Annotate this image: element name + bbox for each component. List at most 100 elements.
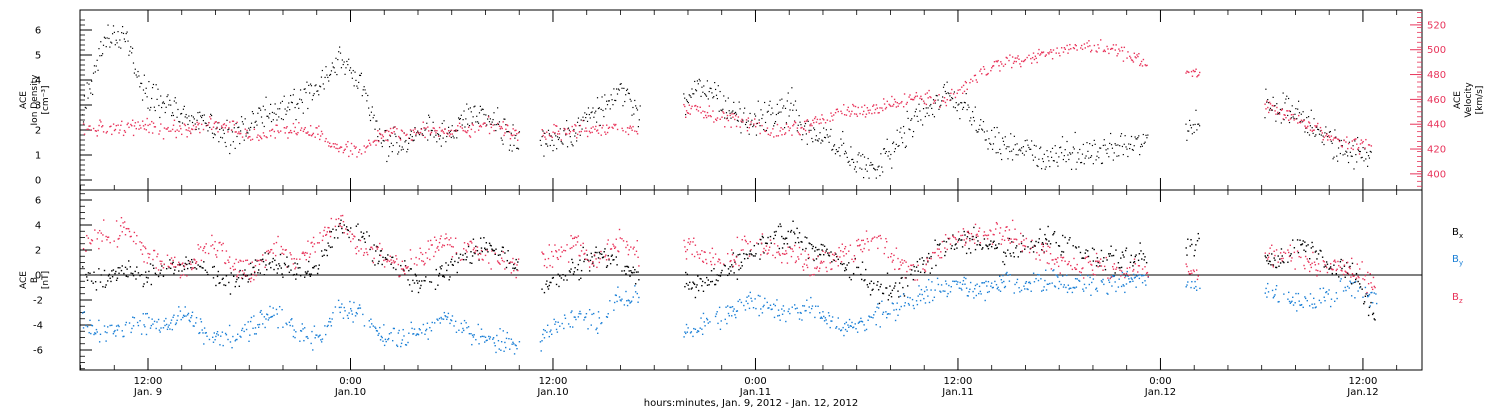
- By-point: [209, 339, 210, 340]
- velocity-point: [100, 121, 101, 122]
- By-point: [687, 331, 688, 332]
- By-point: [775, 305, 776, 306]
- By-point: [160, 331, 161, 332]
- By-point: [111, 325, 112, 326]
- density-point: [888, 151, 889, 152]
- Bx-point: [794, 233, 795, 234]
- Bz-point: [853, 261, 854, 262]
- velocity-point: [851, 111, 852, 112]
- Bx-point: [457, 262, 458, 263]
- velocity-point: [1137, 56, 1138, 57]
- Bx-point: [411, 268, 412, 269]
- By-point: [1060, 284, 1061, 285]
- velocity-point: [1360, 143, 1361, 144]
- velocity-point: [290, 130, 291, 131]
- velocity-point: [1320, 127, 1321, 128]
- velocity-point: [1270, 103, 1271, 104]
- velocity-point: [882, 110, 883, 111]
- density-point: [89, 88, 90, 89]
- Bz-point: [261, 260, 262, 261]
- By-point: [687, 327, 688, 328]
- Bz-point: [324, 227, 325, 228]
- density-point: [260, 110, 261, 111]
- velocity-point: [873, 104, 874, 105]
- velocity-point: [1058, 53, 1059, 54]
- Bx-point: [387, 254, 388, 255]
- Bz-point: [322, 240, 323, 241]
- Bz-point: [440, 235, 441, 236]
- velocity-point: [1304, 125, 1305, 126]
- velocity-point: [1048, 53, 1049, 54]
- Bz-point: [768, 249, 769, 250]
- Bz-point: [878, 236, 879, 237]
- By-point: [350, 308, 351, 309]
- By-point: [1065, 287, 1066, 288]
- density-point: [117, 31, 118, 32]
- velocity-point: [127, 123, 128, 124]
- Bx-point: [1097, 257, 1098, 258]
- Bz-point: [442, 244, 443, 245]
- density-point: [117, 42, 118, 43]
- Bx-point: [696, 286, 697, 287]
- velocity-point: [1014, 61, 1015, 62]
- Bx-point: [381, 250, 382, 251]
- density-point: [426, 123, 427, 124]
- By-point: [493, 337, 494, 338]
- density-point: [1294, 114, 1295, 115]
- density-point: [279, 108, 280, 109]
- Bx-point: [848, 262, 849, 263]
- velocity-point: [491, 127, 492, 128]
- Bx-point: [727, 275, 728, 276]
- density-point: [211, 115, 212, 116]
- By-point: [554, 324, 555, 325]
- velocity-point: [119, 129, 120, 130]
- density-point: [228, 129, 229, 130]
- Bx-point: [613, 259, 614, 260]
- Bx-point: [995, 244, 996, 245]
- density-point: [1112, 148, 1113, 149]
- density-point: [919, 110, 920, 111]
- density-point: [86, 108, 87, 109]
- density-point: [373, 117, 374, 118]
- Bx-point: [390, 264, 391, 265]
- Bx-point: [385, 257, 386, 258]
- Bx-point: [439, 273, 440, 274]
- Bx-point: [247, 281, 248, 282]
- Bz-point: [1050, 253, 1051, 254]
- density-point: [111, 42, 112, 43]
- density-point: [127, 31, 128, 32]
- density-point: [282, 101, 283, 102]
- Bx-point: [1059, 245, 1060, 246]
- density-point: [1089, 143, 1090, 144]
- Bz-point: [453, 246, 454, 247]
- By-point: [190, 317, 191, 318]
- Bz-point: [962, 235, 963, 236]
- density-point: [1052, 148, 1053, 149]
- velocity-point: [258, 140, 259, 141]
- density-point: [773, 125, 774, 126]
- By-point: [684, 331, 685, 332]
- velocity-point: [272, 129, 273, 130]
- Bz-point: [979, 227, 980, 228]
- Bz-point: [352, 238, 353, 239]
- density-point: [562, 142, 563, 143]
- Bz-point: [230, 268, 231, 269]
- density-point: [219, 129, 220, 130]
- velocity-point: [901, 101, 902, 102]
- velocity-point: [137, 121, 138, 122]
- By-point: [795, 308, 796, 309]
- Bz-point: [290, 254, 291, 255]
- By-point: [1062, 275, 1063, 276]
- velocity-point: [120, 125, 121, 126]
- Bz-point: [1049, 247, 1050, 248]
- By-point: [503, 330, 504, 331]
- Bx-point: [112, 276, 113, 277]
- velocity-point: [196, 126, 197, 127]
- density-point: [361, 73, 362, 74]
- velocity-point: [263, 132, 264, 133]
- Bx-point: [415, 275, 416, 276]
- By-point: [1000, 291, 1001, 292]
- Bz-point: [171, 257, 172, 258]
- Bx-point: [738, 269, 739, 270]
- Bz-point: [922, 268, 923, 269]
